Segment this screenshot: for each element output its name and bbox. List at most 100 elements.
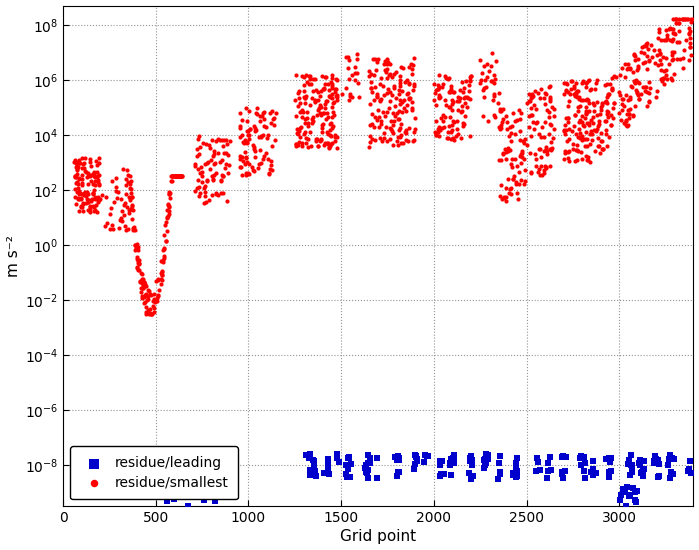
- residue/smallest: [139, 299, 150, 307]
- residue/smallest: [600, 116, 611, 125]
- residue/leading: [579, 474, 591, 483]
- residue/smallest: [354, 93, 365, 102]
- residue/smallest: [304, 71, 315, 80]
- residue/smallest: [266, 161, 277, 169]
- residue/smallest: [535, 145, 546, 153]
- residue/smallest: [331, 75, 342, 84]
- residue/smallest: [387, 127, 398, 136]
- residue/smallest: [217, 156, 228, 164]
- residue/smallest: [92, 178, 103, 187]
- residue/smallest: [158, 252, 169, 261]
- residue/smallest: [365, 138, 376, 147]
- residue/smallest: [570, 92, 581, 101]
- residue/smallest: [545, 120, 556, 129]
- residue/smallest: [445, 113, 456, 122]
- residue/smallest: [166, 172, 178, 180]
- residue/smallest: [459, 83, 470, 92]
- residue/smallest: [579, 135, 591, 144]
- residue/smallest: [137, 281, 148, 290]
- residue/smallest: [296, 72, 308, 80]
- residue/smallest: [605, 79, 616, 88]
- residue/smallest: [519, 180, 530, 189]
- residue/smallest: [131, 262, 143, 271]
- residue/leading: [510, 459, 521, 468]
- residue/smallest: [447, 133, 459, 142]
- residue/smallest: [381, 73, 392, 82]
- residue/smallest: [352, 55, 363, 64]
- residue/smallest: [548, 124, 559, 133]
- residue/smallest: [87, 179, 98, 188]
- residue/smallest: [69, 185, 80, 194]
- residue/smallest: [326, 81, 338, 90]
- residue/smallest: [164, 207, 175, 216]
- residue/smallest: [670, 15, 681, 24]
- residue/smallest: [597, 144, 608, 153]
- residue/smallest: [84, 201, 95, 210]
- residue/smallest: [326, 93, 337, 102]
- residue/smallest: [563, 148, 574, 157]
- residue/smallest: [544, 145, 555, 153]
- residue/smallest: [161, 217, 172, 226]
- residue/smallest: [159, 221, 171, 230]
- residue/smallest: [489, 91, 500, 100]
- residue/smallest: [322, 96, 333, 105]
- residue/smallest: [615, 90, 626, 99]
- residue/smallest: [492, 98, 503, 107]
- residue/smallest: [204, 144, 215, 153]
- residue/smallest: [163, 201, 174, 210]
- residue/leading: [624, 491, 635, 499]
- residue/smallest: [603, 107, 614, 116]
- residue/leading: [684, 465, 695, 474]
- residue/smallest: [149, 296, 160, 305]
- residue/smallest: [659, 67, 670, 76]
- residue/smallest: [435, 126, 446, 135]
- residue/smallest: [534, 145, 545, 153]
- residue/smallest: [452, 106, 463, 114]
- residue/smallest: [500, 183, 512, 192]
- residue/smallest: [384, 103, 395, 112]
- residue/smallest: [633, 78, 644, 86]
- residue/smallest: [82, 205, 94, 214]
- residue/leading: [448, 458, 459, 467]
- residue/smallest: [296, 105, 307, 114]
- residue/smallest: [317, 108, 328, 117]
- residue/leading: [649, 452, 661, 461]
- residue/leading: [419, 450, 431, 459]
- residue/smallest: [322, 139, 333, 148]
- residue/smallest: [392, 140, 403, 149]
- residue/smallest: [173, 172, 185, 180]
- residue/smallest: [74, 189, 85, 198]
- residue/leading: [324, 470, 335, 478]
- residue/smallest: [581, 102, 592, 111]
- residue/smallest: [88, 172, 99, 180]
- residue/smallest: [85, 171, 96, 180]
- residue/leading: [512, 471, 523, 480]
- residue/smallest: [618, 95, 629, 104]
- residue/smallest: [80, 188, 91, 196]
- residue/smallest: [668, 48, 679, 57]
- residue/leading: [622, 483, 633, 492]
- residue/smallest: [408, 86, 419, 95]
- residue/smallest: [89, 180, 101, 189]
- residue/smallest: [235, 124, 246, 133]
- residue/smallest: [526, 169, 537, 178]
- residue/smallest: [152, 276, 164, 284]
- residue/smallest: [326, 132, 337, 141]
- residue/smallest: [440, 113, 451, 122]
- residue/smallest: [240, 147, 251, 156]
- residue/smallest: [136, 284, 147, 293]
- residue/smallest: [297, 112, 308, 121]
- residue/smallest: [352, 69, 363, 78]
- residue/smallest: [591, 126, 602, 135]
- residue/smallest: [515, 175, 526, 184]
- residue/leading: [632, 487, 643, 496]
- residue/leading: [344, 472, 355, 481]
- residue/smallest: [87, 195, 98, 204]
- residue/smallest: [628, 77, 640, 86]
- residue/smallest: [164, 190, 175, 199]
- residue/leading: [371, 453, 382, 462]
- residue/smallest: [503, 145, 514, 154]
- residue/smallest: [155, 279, 166, 288]
- residue/smallest: [155, 269, 166, 278]
- residue/smallest: [461, 92, 473, 101]
